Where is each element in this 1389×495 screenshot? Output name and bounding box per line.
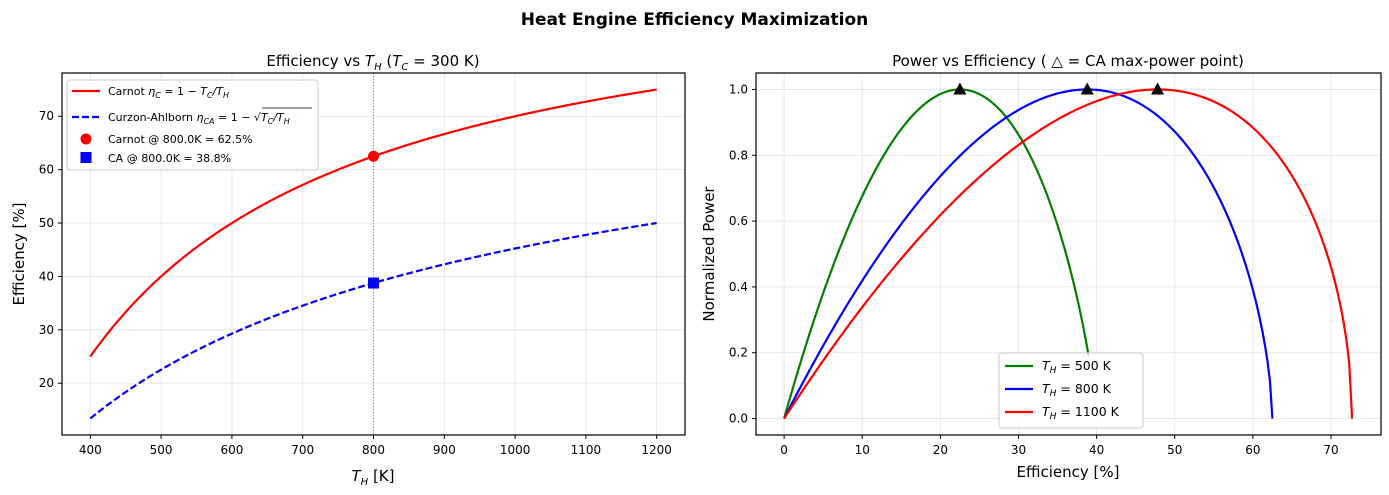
max-power-triangle-marker — [1151, 82, 1165, 95]
left-legend: Carnot ηC = 1 − TC/TH Curzon-Ahlborn ηCA… — [66, 79, 319, 171]
series-line-th-1100 — [783, 88, 1354, 420]
x-tick-label: 1000 — [500, 443, 531, 457]
x-tick-label: 1200 — [641, 443, 672, 457]
x-tick-label: 700 — [291, 443, 314, 457]
left-y-axis-label: Efficiency [%] — [10, 203, 28, 306]
x-tick-label: 900 — [433, 443, 456, 457]
right-legend: TH = 500 K TH = 800 K TH = 1100 K — [998, 352, 1144, 429]
data-point-ca-800k — [368, 277, 379, 289]
legend-800k-label: TH = 800 K — [1042, 381, 1112, 399]
right-y-axis-label: Normalized Power — [700, 186, 718, 322]
x-tick-label: 10 — [855, 443, 870, 457]
y-tick-label: 0.0 — [729, 412, 748, 426]
legend-1100k-label: TH = 1100 K — [1042, 404, 1120, 422]
y-tick-label: 0.6 — [729, 214, 748, 228]
data-point-carnot-800k — [368, 150, 379, 162]
y-tick-label: 60 — [39, 163, 54, 177]
x-tick-label: 600 — [220, 443, 243, 457]
legend-500k-label: TH = 500 K — [1042, 358, 1112, 376]
y-tick-label: 20 — [39, 376, 54, 390]
right-x-axis-label: Efficiency [%] — [1017, 463, 1120, 481]
x-tick-label: 0 — [780, 443, 788, 457]
x-tick-label: 30 — [1011, 443, 1026, 457]
legend-ca-point-label: CA @ 800.0K = 38.8% — [108, 152, 231, 165]
x-tick-label: 70 — [1323, 443, 1338, 457]
series-line-th-800 — [783, 88, 1274, 420]
series-line-th-500 — [783, 88, 1090, 419]
legend-carnot-point-label: Carnot @ 800.0K = 62.5% — [108, 133, 253, 146]
x-tick-label: 60 — [1245, 443, 1260, 457]
right-chart-title: Power vs Efficiency ( △ = CA max-power p… — [892, 52, 1244, 70]
x-tick-label: 40 — [1089, 443, 1104, 457]
y-tick-label: 0.2 — [729, 346, 748, 360]
legend-ca-label: Curzon-Ahlborn ηCA = 1 − √TC/TH — [108, 111, 290, 126]
y-tick-label: 40 — [39, 269, 54, 283]
max-power-triangle-marker — [1080, 82, 1094, 95]
y-tick-label: 1.0 — [729, 82, 748, 96]
y-tick-label: 50 — [39, 216, 54, 230]
figure-suptitle: Heat Engine Efficiency Maximization — [521, 10, 869, 30]
x-tick-label: 800 — [362, 443, 385, 457]
legend-carnot-label: Carnot ηC = 1 − TC/TH — [108, 85, 229, 100]
x-tick-label: 400 — [79, 443, 102, 457]
y-tick-label: 0.4 — [729, 280, 748, 294]
left-chart-title: Efficiency vs TH (TC = 300 K) — [266, 52, 479, 73]
x-tick-label: 20 — [933, 443, 948, 457]
left-axes-frame — [61, 72, 686, 436]
y-tick-label: 0.8 — [729, 148, 748, 162]
left-x-axis-label: TH [K] — [351, 467, 394, 488]
y-tick-label: 70 — [39, 109, 54, 123]
legend-ca-marker — [80, 152, 92, 163]
left-chart: Efficiency vs TH (TC = 300 K) 400 500 600 7… — [10, 52, 686, 488]
right-chart: Power vs Efficiency ( △ = CA max-power p… — [700, 52, 1382, 481]
max-power-triangle-marker — [953, 82, 967, 95]
right-axes-frame — [755, 72, 1382, 436]
x-tick-label: 500 — [150, 443, 173, 457]
y-tick-label: 30 — [39, 323, 54, 337]
x-tick-label: 50 — [1167, 443, 1182, 457]
legend-carnot-marker — [80, 133, 92, 145]
x-tick-label: 1100 — [571, 443, 602, 457]
